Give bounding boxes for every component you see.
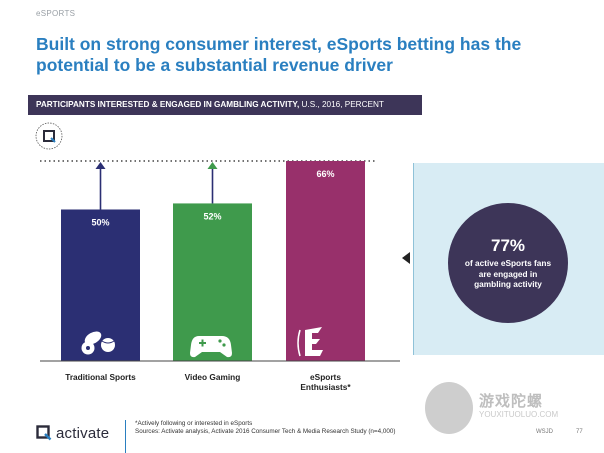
bar-3 bbox=[286, 161, 365, 361]
callout-arrow bbox=[402, 252, 410, 264]
category-label-2: Video Gaming bbox=[185, 372, 241, 382]
footnote-sources: Sources: Activate analysis, Activate 201… bbox=[135, 428, 396, 435]
wsj-label: WSJD bbox=[536, 429, 553, 435]
data-label-2: 52% bbox=[203, 211, 221, 221]
chart-banner: PARTICIPANTS INTERESTED & ENGAGED IN GAM… bbox=[28, 95, 422, 115]
watermark-text: 游戏陀螺 bbox=[479, 393, 544, 410]
esports-e-icon bbox=[297, 327, 323, 357]
footnote-definition: *Actively following or interested in eSp… bbox=[135, 420, 253, 427]
callout-percent: 77% bbox=[490, 236, 526, 255]
increase-arrowhead-1 bbox=[95, 162, 106, 169]
sports-balls-icon bbox=[81, 331, 115, 355]
activate-logo: activate bbox=[36, 424, 109, 442]
logo-wordmark: activate bbox=[56, 424, 110, 442]
footnote: *Actively following or interested in eSp… bbox=[135, 420, 435, 436]
page-title: Built on strong consumer interest, eSpor… bbox=[36, 34, 522, 75]
increase-arrowhead-2 bbox=[207, 162, 218, 169]
bar-1 bbox=[61, 209, 140, 361]
watermark-url: YOUXITUOLUO.COM bbox=[479, 410, 559, 419]
activate-logo-icon bbox=[36, 425, 52, 441]
footer-divider bbox=[125, 420, 126, 453]
data-label-3: 66% bbox=[316, 169, 334, 179]
page-number: 77 bbox=[576, 429, 583, 435]
callout-circle: 77% of active eSports fans are engaged i… bbox=[448, 203, 568, 323]
banner-title: PARTICIPANTS INTERESTED & ENGAGED IN GAM… bbox=[36, 100, 300, 109]
category-label-3: eSports bbox=[310, 372, 341, 382]
bar-2 bbox=[173, 203, 252, 361]
category-label-3: Enthusiasts* bbox=[300, 382, 351, 392]
watermark-logo-icon bbox=[425, 382, 473, 434]
section-tag: eSPORTS bbox=[36, 9, 76, 18]
watermark: 游戏陀螺 YOUXITUOLUO.COM bbox=[425, 380, 604, 440]
game-controller-icon bbox=[190, 336, 232, 358]
category-label-1: Traditional Sports bbox=[65, 372, 136, 382]
insight-badge-icon bbox=[35, 122, 63, 150]
data-label-1: 50% bbox=[91, 217, 109, 227]
callout-text: of active eSports fans are engaged in ga… bbox=[464, 258, 552, 289]
banner-subtitle: U.S., 2016, PERCENT bbox=[299, 100, 384, 109]
